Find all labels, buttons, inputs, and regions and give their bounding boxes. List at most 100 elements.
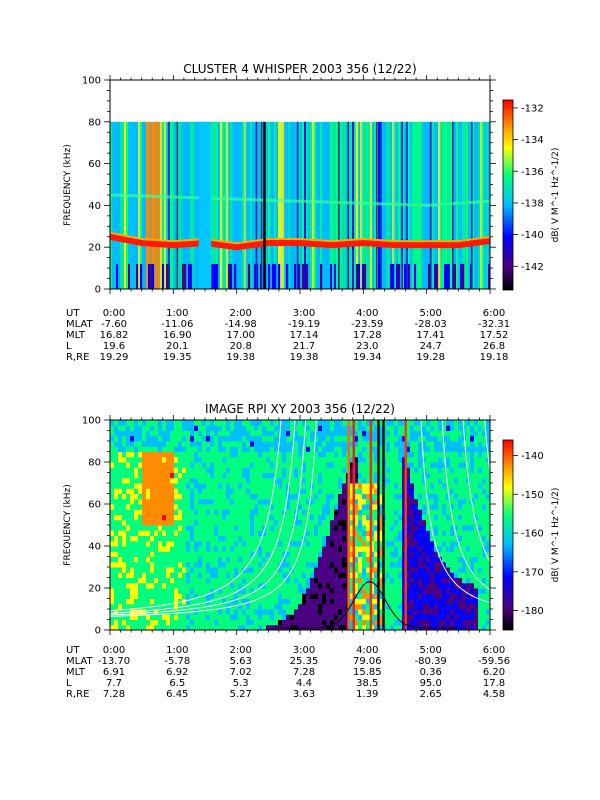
panel2-ephem-value: 0:00 bbox=[103, 645, 125, 656]
panel2-ephemeris: UT 0:00 1:00 2:00 3:00 4:00 5:00 6:00 MLAT -13.70… bbox=[66, 645, 510, 700]
panel1-ephem-value: 3:00 bbox=[293, 308, 315, 319]
panel1-colorbar-ramp bbox=[502, 99, 514, 291]
panel2-ephem-value: 6.45 bbox=[166, 689, 188, 700]
panel1-ephem-value: 5:00 bbox=[419, 308, 441, 319]
panel1-data-gap bbox=[263, 121, 266, 289]
panel1-colorbar-tick: -140 bbox=[521, 230, 544, 241]
panel-cluster: CLUSTER 4 WHISPER 2003 356 (12/22) FREQU… bbox=[63, 62, 561, 363]
panel1-ylabel: FREQUENCY (kHz) bbox=[63, 144, 73, 225]
panel1-ephem-value: 20.1 bbox=[166, 341, 188, 352]
panel1-ephem-value: 19.35 bbox=[163, 352, 192, 363]
panel2-ephem-value: -13.70 bbox=[98, 656, 130, 667]
panel2-ephem-value: 3:00 bbox=[293, 645, 315, 656]
panel1-spectrogram bbox=[110, 80, 490, 289]
panel2-ephem-value: 7.28 bbox=[293, 667, 315, 678]
panel1-colorbar-tick: -134 bbox=[521, 135, 544, 146]
panel1-data-gap bbox=[198, 121, 212, 289]
panel1-ephem-value: 21.7 bbox=[293, 341, 315, 352]
panel2-ephem-label: MLAT bbox=[66, 656, 93, 667]
panel2-ephem-value: 4.58 bbox=[483, 689, 505, 700]
panel2-ephem-value: 5.63 bbox=[230, 656, 252, 667]
panel2-colorbar: -140 -150 -160 -170 -180 dB( V M^-1 Hz^-1/2) bbox=[502, 439, 561, 631]
panel2-overlay-curve bbox=[484, 420, 490, 473]
panel2-ephem-value: -80.39 bbox=[415, 656, 447, 667]
panel2-ephem-value: 7.02 bbox=[230, 667, 252, 678]
panel2-ephem-label: L bbox=[66, 678, 72, 689]
panel2-vertical-feature bbox=[369, 420, 373, 630]
panel1-colorbar-tick: -132 bbox=[521, 103, 544, 114]
panel2-overlay-curve bbox=[110, 420, 282, 612]
panel1-ephem-value: 19.6 bbox=[103, 341, 125, 352]
panel2-ephem-value: 6:00 bbox=[483, 645, 505, 656]
panel2-ephem-value: 3.63 bbox=[293, 689, 315, 700]
panel1-ephem-value: -28.03 bbox=[415, 319, 447, 330]
panel2-vertical-feature bbox=[382, 420, 385, 630]
panel2-ephem-value: 15.85 bbox=[353, 667, 382, 678]
panel1-ephem-value: 6:00 bbox=[483, 308, 505, 319]
panel1-ephem-value: 4:00 bbox=[356, 308, 378, 319]
panel1-ephem-label: UT bbox=[66, 308, 80, 319]
panel1-ephem-label: MLT bbox=[66, 330, 86, 341]
panel2-overlay-curve bbox=[441, 420, 490, 590]
panel2-vertical-feature bbox=[347, 420, 350, 630]
panel2-vertical-feature bbox=[404, 420, 407, 630]
panel1-ephem-value: -19.19 bbox=[288, 319, 320, 330]
panel1-ephem-value: 16.90 bbox=[163, 330, 192, 341]
panel2-spectrogram bbox=[110, 420, 490, 630]
panel1-ephem-value: 2:00 bbox=[229, 308, 251, 319]
panel1-ephem-label: R,RE bbox=[66, 352, 89, 363]
panel1-ephem-value: -14.98 bbox=[225, 319, 257, 330]
panel2-ephem-label: MLT bbox=[66, 667, 86, 678]
panel1-ephem-value: 19.29 bbox=[100, 352, 129, 363]
panel2-ylabel: FREQUENCY (kHz) bbox=[63, 484, 73, 565]
panel1-ephem-label: L bbox=[66, 341, 72, 352]
panel2-ytick-label: 0 bbox=[95, 626, 101, 637]
panel2-ephem-value: 6.91 bbox=[103, 667, 125, 678]
panel2-ephem-value: 38.5 bbox=[356, 678, 378, 689]
panel1-ephem-value: 17.28 bbox=[353, 330, 382, 341]
panel2-ephem-value: 0.36 bbox=[420, 667, 442, 678]
panel1-ephem-value: -23.59 bbox=[351, 319, 383, 330]
panel1-ytick-label: 20 bbox=[88, 243, 101, 254]
panel1-ephem-value: 17.41 bbox=[416, 330, 445, 341]
panel1-emission-band bbox=[110, 233, 490, 251]
panel1-ephem-value: -7.60 bbox=[101, 319, 127, 330]
panel1-ephem-value: 23.0 bbox=[356, 341, 378, 352]
panel1-ephem-value: 17.14 bbox=[290, 330, 319, 341]
panel2-colorbar-tick: -140 bbox=[521, 451, 544, 462]
panel2-ephem-value: 6.92 bbox=[166, 667, 188, 678]
panel2-ephem-value: -5.78 bbox=[164, 656, 190, 667]
panel1-ephem-value: 19.18 bbox=[480, 352, 509, 363]
panel2-colorbar-label: dB( V M^-1 Hz^-1/2) bbox=[551, 488, 561, 583]
panel1-title: CLUSTER 4 WHISPER 2003 356 (12/22) bbox=[183, 62, 416, 76]
panel1-ephem-value: -32.31 bbox=[478, 319, 510, 330]
panel1-colorbar-tick: -142 bbox=[521, 262, 544, 273]
panel2-ephem-value: 1:00 bbox=[166, 645, 188, 656]
panel2-ytick-label: 60 bbox=[88, 500, 101, 511]
panel2-overlay-curve bbox=[110, 420, 296, 614]
panel1-ephem-value: 16.82 bbox=[100, 330, 129, 341]
panel1-colorbar-tick: -136 bbox=[521, 167, 544, 178]
panel2-colorbar-ramp bbox=[502, 439, 514, 631]
panel2-overlay-curve bbox=[462, 420, 490, 562]
panel1-ytick-label: 60 bbox=[88, 159, 101, 170]
panel2-ephem-value: 2.65 bbox=[420, 689, 442, 700]
panel1-ephem-label: MLAT bbox=[66, 319, 93, 330]
panel2-ytick-label: 80 bbox=[88, 458, 101, 469]
panel1-ephem-value: 1:00 bbox=[166, 308, 188, 319]
panel2-ephem-label: R,RE bbox=[66, 689, 89, 700]
panel2-vertical-feature bbox=[352, 420, 355, 630]
panel2-ephem-value: 79.06 bbox=[353, 656, 382, 667]
panel1-colorbar-label: dB( V M^-1 Hz^-1/2) bbox=[551, 148, 561, 243]
panel1-ephem-value: 26.8 bbox=[483, 341, 505, 352]
panel2-ytick-label: 40 bbox=[88, 542, 101, 553]
panel1-colorbar-tick: -138 bbox=[521, 198, 544, 209]
panel2-vertical-feature bbox=[377, 420, 380, 630]
panel2-ephem-value: 5:00 bbox=[419, 645, 441, 656]
panel2-ephem-value: -59.56 bbox=[478, 656, 510, 667]
panel2-ephem-value: 6.20 bbox=[483, 667, 505, 678]
panel2-ephem-value: 7.28 bbox=[103, 689, 125, 700]
panel1-ytick-label: 40 bbox=[88, 201, 101, 212]
panel2-overlay-curve bbox=[110, 420, 317, 617]
